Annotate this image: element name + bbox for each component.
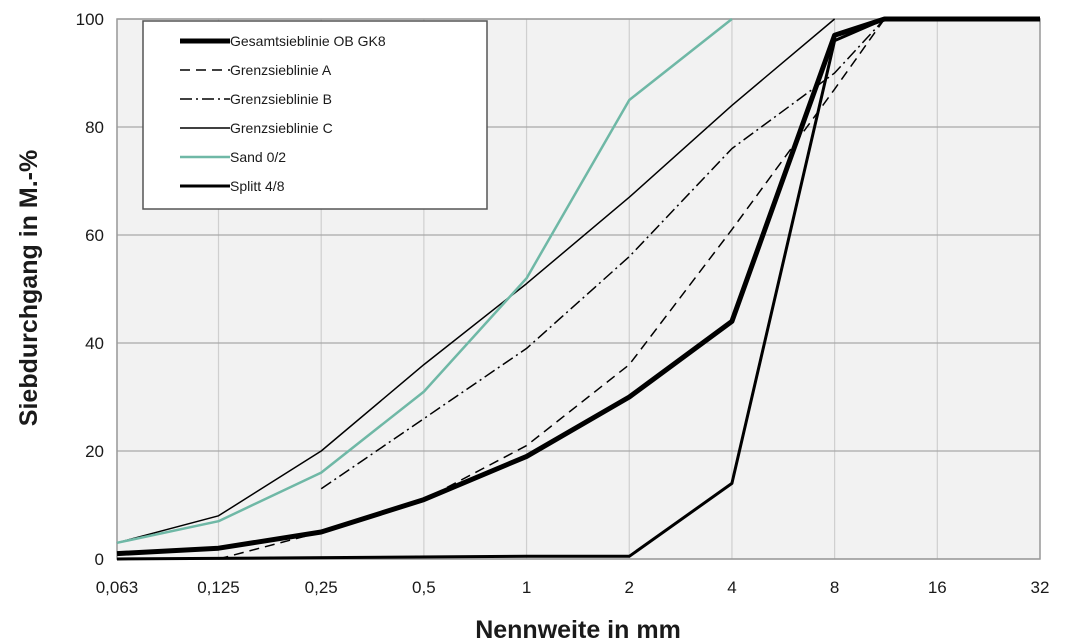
- x-tick-label: 1: [522, 578, 531, 597]
- series-line-gesamtsieblinie-ob-gk8: [116, 16, 1040, 557]
- y-tick-label: 100: [76, 10, 104, 29]
- series-line-sand-0-2: [116, 18, 733, 545]
- x-tick-label: 0,125: [197, 578, 240, 597]
- x-tick-label: 0,5: [412, 578, 436, 597]
- y-tick-label: 20: [85, 442, 104, 461]
- legend-label-grenzsieblinie-c: Grenzsieblinie C: [230, 120, 333, 136]
- plot-border: [116, 18, 1041, 560]
- x-axis-title: Nennweite in mm: [475, 616, 681, 644]
- y-tick-label: 60: [85, 226, 104, 245]
- series-line-grenzsieblinie-c: [116, 18, 836, 544]
- legend-box: [142, 20, 488, 210]
- x-tick-label: 0,25: [305, 578, 338, 597]
- y-axis-title: Siebdurchgang in M.-%: [15, 150, 43, 426]
- y-tick-label: 80: [85, 118, 104, 137]
- y-tick-labels: 0 20 40 60 80 100: [76, 10, 104, 569]
- x-tick-label: 32: [1031, 578, 1050, 597]
- legend-label-splitt-4-8: Splitt 4/8: [230, 178, 285, 194]
- x-tick-label: 2: [625, 578, 634, 597]
- x-tick-label: 8: [830, 578, 839, 597]
- series-line-grenzsieblinie-b: [320, 18, 886, 490]
- x-tick-labels: 0,063 0,125 0,25 0,5 1 2 4 8 16 32: [96, 578, 1050, 597]
- x-tick-label: 4: [727, 578, 736, 597]
- x-tick-label: 16: [928, 578, 947, 597]
- legend-label-sand-0-2: Sand 0/2: [230, 149, 286, 165]
- legend-label-grenzsieblinie-a: Grenzsieblinie A: [230, 62, 332, 78]
- legend-label-gesamtsieblinie-ob-gk8: Gesamtsieblinie OB GK8: [230, 33, 386, 49]
- legend-label-grenzsieblinie-b: Grenzsieblinie B: [230, 91, 332, 107]
- x-tick-label: 0,063: [96, 578, 139, 597]
- y-tick-label: 0: [95, 550, 104, 569]
- legend: Gesamtsieblinie OB GK8 Grenzsieblinie A Gr…: [142, 20, 488, 210]
- series-layer: [116, 16, 1040, 561]
- y-tick-label: 40: [85, 334, 104, 353]
